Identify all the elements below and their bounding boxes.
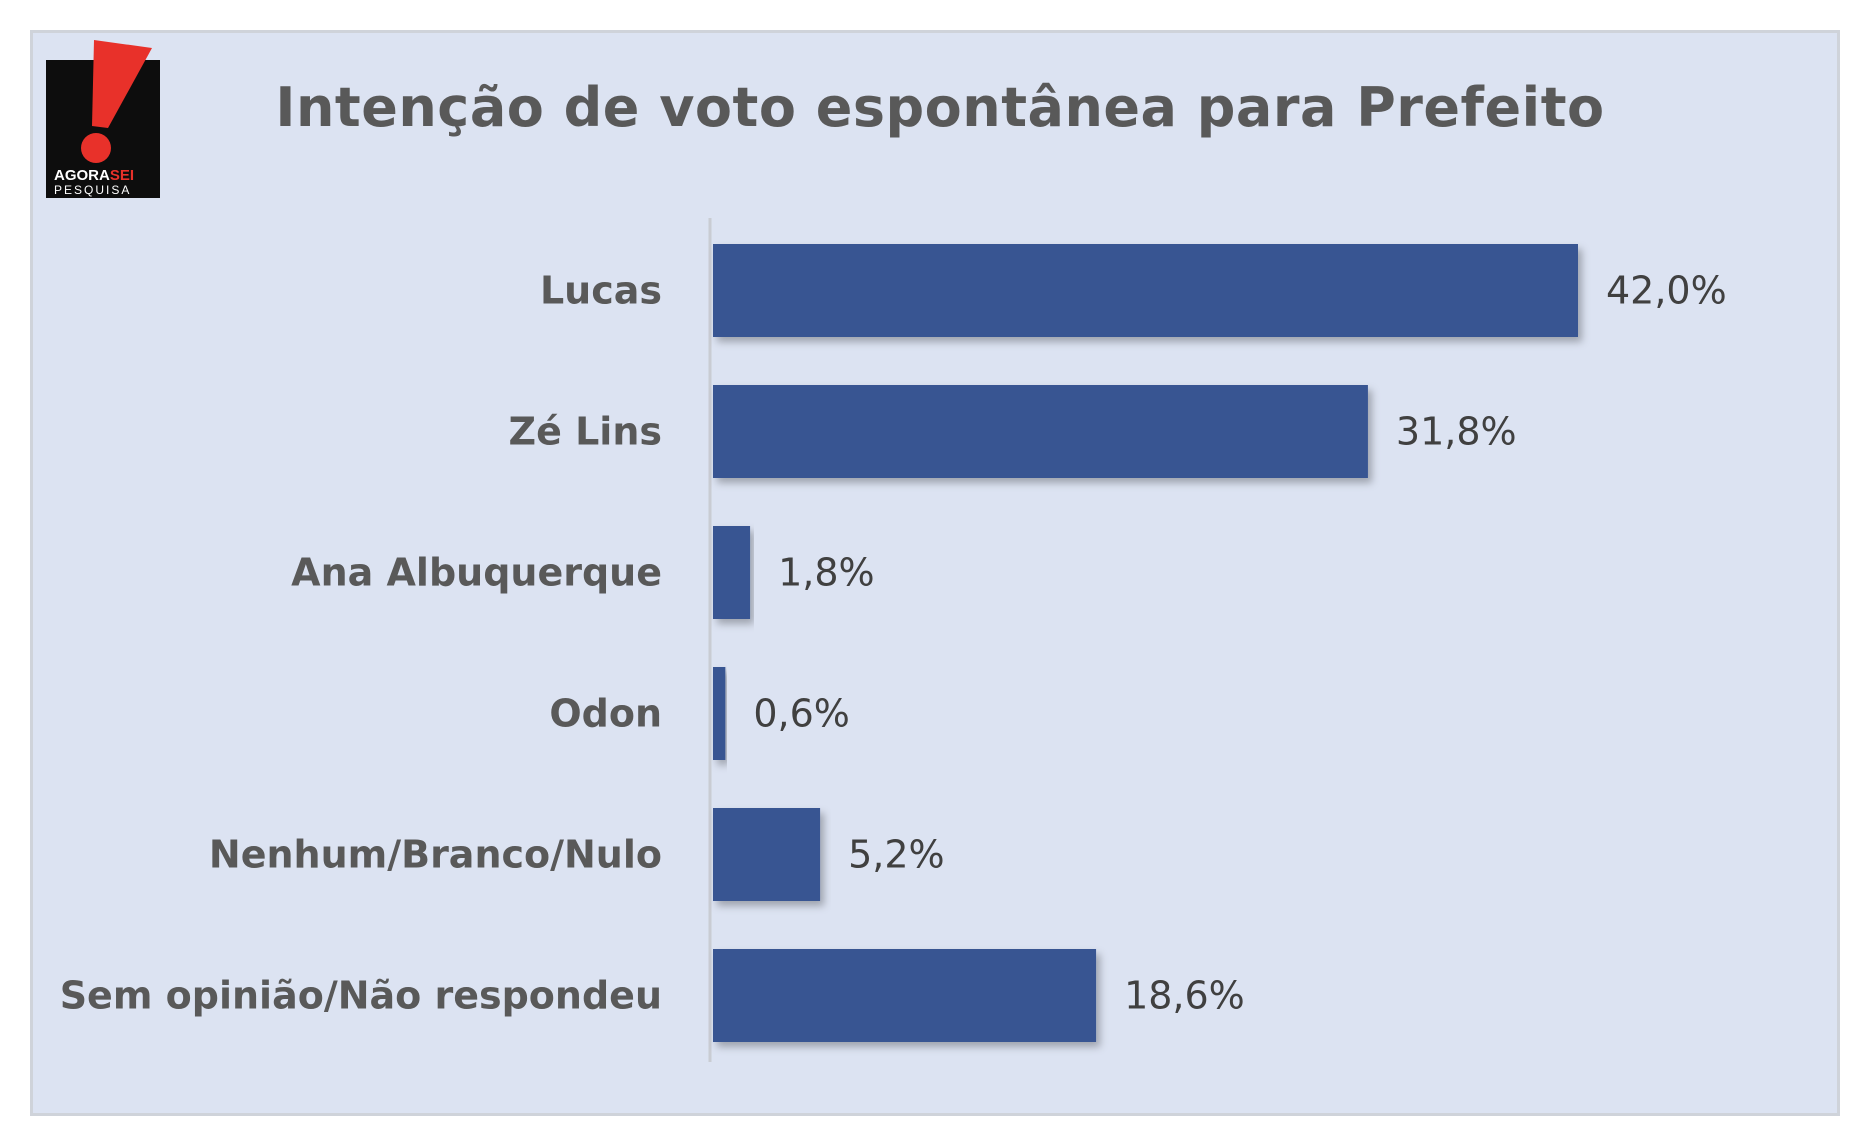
logo-text-pesquisa: PESQUISA	[54, 183, 131, 197]
chart-title: Intenção de voto espontânea para Prefeit…	[275, 76, 1605, 139]
value-label-4: 5,2%	[848, 833, 945, 877]
logo-text-line1: AGORASEI	[54, 167, 134, 184]
value-label-3: 0,6%	[753, 692, 850, 736]
bar-1	[713, 385, 1368, 478]
bar-4	[713, 808, 821, 901]
value-label-2: 1,8%	[778, 551, 875, 595]
bar-0	[713, 244, 1578, 337]
logo-exclamation-bar	[92, 40, 152, 128]
logo-exclamation-dot	[81, 133, 111, 163]
bar-2	[713, 526, 751, 619]
category-label-5: Sem opinião/Não respondeu	[60, 974, 662, 1018]
category-label-3: Odon	[549, 692, 662, 736]
category-label-0: Lucas	[540, 269, 662, 313]
category-label-2: Ana Albuquerque	[291, 551, 662, 595]
logo-text-sei: SEI	[110, 167, 134, 184]
value-label-1: 31,8%	[1396, 410, 1517, 454]
logo-text-agora: AGORA	[54, 167, 110, 184]
category-label-4: Nenhum/Branco/Nulo	[209, 833, 662, 877]
bar-3	[713, 667, 726, 760]
value-label-5: 18,6%	[1124, 974, 1245, 1018]
agorasei-logo: AGORASEI PESQUISA	[46, 40, 160, 198]
chart-panel	[30, 30, 1840, 1116]
value-label-0: 42,0%	[1606, 269, 1727, 313]
bar-5	[713, 949, 1097, 1042]
category-label-1: Zé Lins	[509, 410, 662, 454]
